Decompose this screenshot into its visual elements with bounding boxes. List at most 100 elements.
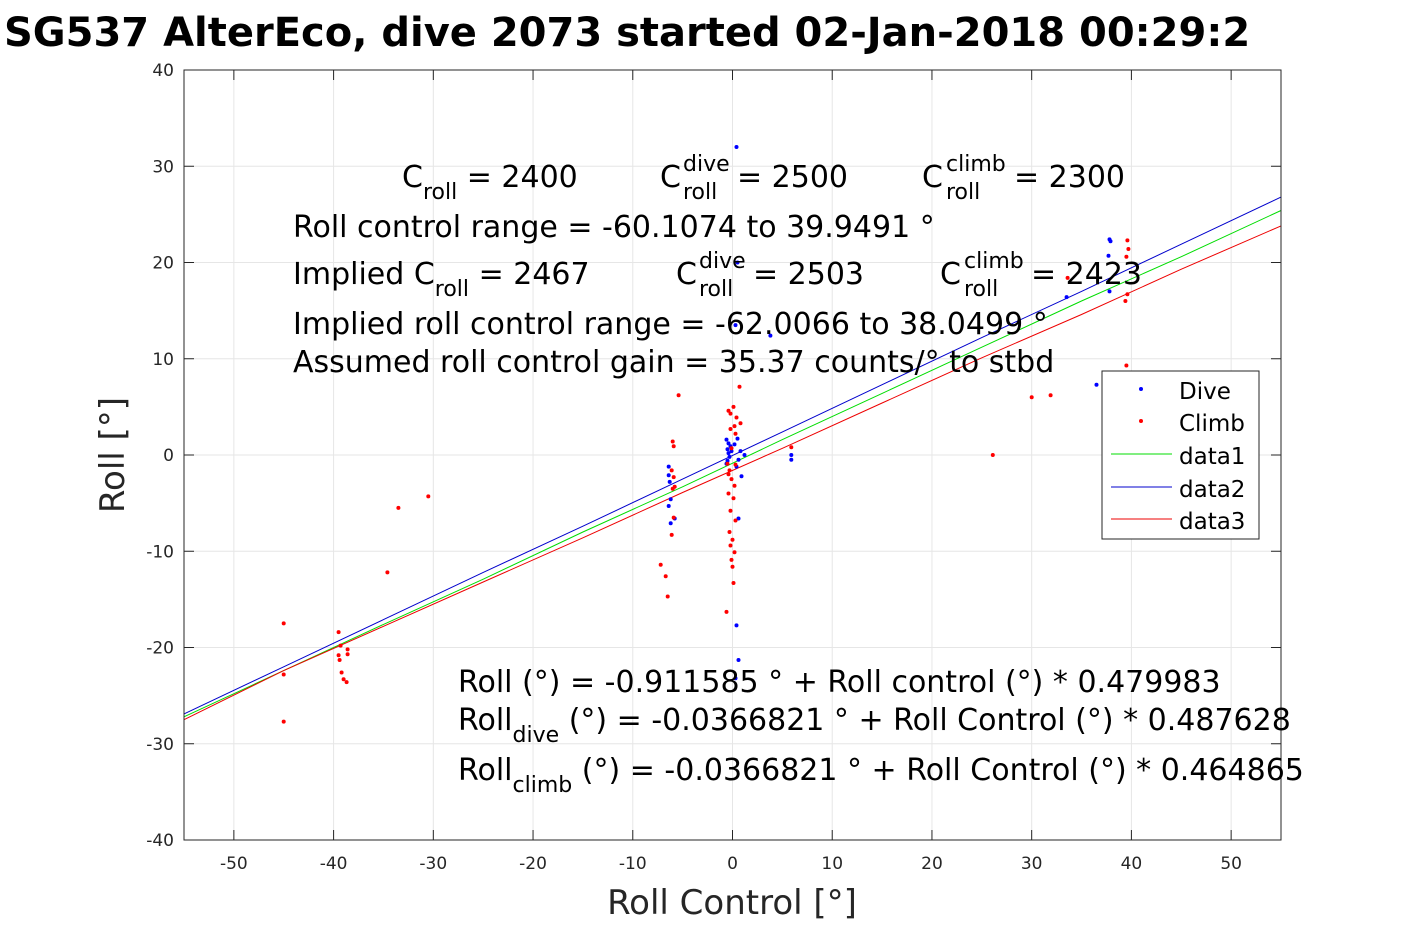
- x-tick-label: -20: [519, 854, 547, 874]
- annotation-c-roll-climb-sup: climb: [946, 152, 1006, 177]
- point-climb: [737, 384, 742, 389]
- point-climb: [734, 415, 739, 420]
- legend-label-data1: data1: [1179, 444, 1245, 470]
- point-climb: [669, 468, 674, 473]
- point-dive: [734, 623, 739, 628]
- point-climb: [281, 719, 286, 724]
- x-ticks: -50 -40 -30 -20 -10 0 10 20 30 40 50: [220, 70, 1242, 874]
- point-climb: [727, 468, 732, 473]
- x-tick-label: -50: [220, 854, 248, 874]
- point-climb: [396, 505, 401, 510]
- point-climb: [728, 543, 733, 548]
- point-dive: [736, 658, 741, 662]
- point-climb: [724, 609, 729, 614]
- point-climb: [732, 550, 737, 555]
- y-tick-label: -20: [146, 639, 174, 659]
- y-tick-label: 10: [152, 350, 174, 370]
- point-climb: [426, 494, 431, 499]
- point-climb: [728, 508, 733, 513]
- legend: Dive Climb data1 data2 data3: [1101, 370, 1260, 540]
- point-climb: [671, 475, 676, 480]
- point-dive: [1094, 382, 1099, 387]
- point-climb: [336, 630, 341, 635]
- point-climb: [281, 672, 286, 677]
- point-climb: [1029, 395, 1034, 400]
- x-axis-label: Roll Control [°]: [607, 883, 857, 923]
- point-climb: [1124, 254, 1129, 259]
- legend-label-dive: Dive: [1179, 379, 1231, 405]
- legend-marker-climb: [1139, 419, 1143, 423]
- point-dive: [668, 497, 673, 502]
- x-tick-label: -40: [320, 854, 348, 874]
- annotation-implied-c-roll-dive-sup: dive: [699, 249, 746, 274]
- point-climb: [1125, 238, 1130, 243]
- point-climb: [729, 477, 734, 482]
- annotation-fit-dive: Rolldive (°) = -0.0366821 ° + Roll Contr…: [458, 703, 1291, 748]
- series-line-data2: [183, 196, 1282, 715]
- point-dive: [768, 333, 773, 338]
- point-climb: [1065, 275, 1070, 280]
- point-dive: [735, 436, 740, 441]
- legend-label-data2: data2: [1179, 477, 1245, 503]
- point-climb: [789, 445, 794, 450]
- legend-label-climb: Climb: [1179, 411, 1245, 437]
- point-dive: [729, 449, 734, 454]
- point-dive: [736, 457, 741, 462]
- point-climb: [385, 570, 390, 575]
- point-dive: [735, 260, 740, 265]
- y-tick-label: -40: [146, 831, 174, 851]
- point-dive: [789, 453, 794, 457]
- point-climb: [730, 537, 735, 542]
- point-climb: [338, 643, 343, 648]
- point-climb: [337, 658, 342, 662]
- point-climb: [731, 581, 736, 585]
- point-climb: [733, 462, 738, 467]
- point-dive: [666, 473, 671, 478]
- x-tick-label: -10: [619, 854, 647, 874]
- annotation-implied-c-roll-climb-sub: roll: [964, 277, 998, 302]
- point-dive: [739, 474, 744, 479]
- series-line-data3: [183, 225, 1282, 721]
- point-climb: [339, 670, 344, 675]
- x-tick-label: 20: [921, 854, 943, 874]
- x-tick-label: 0: [727, 854, 738, 874]
- point-climb: [669, 532, 674, 537]
- annotation-implied-c-roll-dive: C: [676, 257, 697, 292]
- point-climb: [670, 439, 675, 444]
- point-climb: [725, 461, 730, 466]
- point-climb: [345, 647, 350, 652]
- point-climb: [281, 621, 286, 626]
- annotation-c-roll-climb: C: [922, 160, 943, 195]
- point-dive: [666, 464, 671, 469]
- point-climb: [676, 393, 681, 398]
- point-dive: [726, 441, 731, 446]
- point-climb: [336, 653, 341, 658]
- annotation-implied-range: Implied roll control range = -62.0066 to…: [293, 307, 1048, 342]
- point-dive: [736, 516, 741, 521]
- point-dive: [1064, 295, 1069, 300]
- annotation-c-roll-dive-sup: dive: [683, 152, 730, 177]
- point-climb: [726, 491, 731, 496]
- data-points: [281, 145, 1131, 724]
- point-climb: [345, 652, 350, 657]
- annotation-c-roll-dive: C: [660, 160, 681, 195]
- point-climb: [731, 404, 736, 409]
- point-climb: [733, 518, 738, 523]
- x-tick-label: 50: [1220, 854, 1242, 874]
- point-climb: [665, 594, 670, 599]
- y-tick-label: 30: [152, 157, 174, 177]
- point-dive: [733, 676, 738, 681]
- x-tick-label: -30: [419, 854, 447, 874]
- annotation-fit-climb: Rollclimb (°) = -0.0366821 ° + Roll Cont…: [458, 753, 1304, 798]
- annotation-implied-c-roll: Implied Croll = 2467: [293, 257, 590, 302]
- point-dive: [1106, 253, 1111, 258]
- x-tick-label: 40: [1121, 854, 1143, 874]
- annotation-c-roll-dive-value: = 2500: [737, 160, 848, 195]
- point-dive: [732, 442, 737, 447]
- point-dive: [726, 451, 731, 456]
- annotation-control-range: Roll control range = -60.1074 to 39.9491…: [293, 210, 935, 245]
- annotation-c-roll-climb-value: = 2300: [1014, 160, 1125, 195]
- point-climb: [1125, 292, 1130, 297]
- point-dive: [734, 145, 739, 149]
